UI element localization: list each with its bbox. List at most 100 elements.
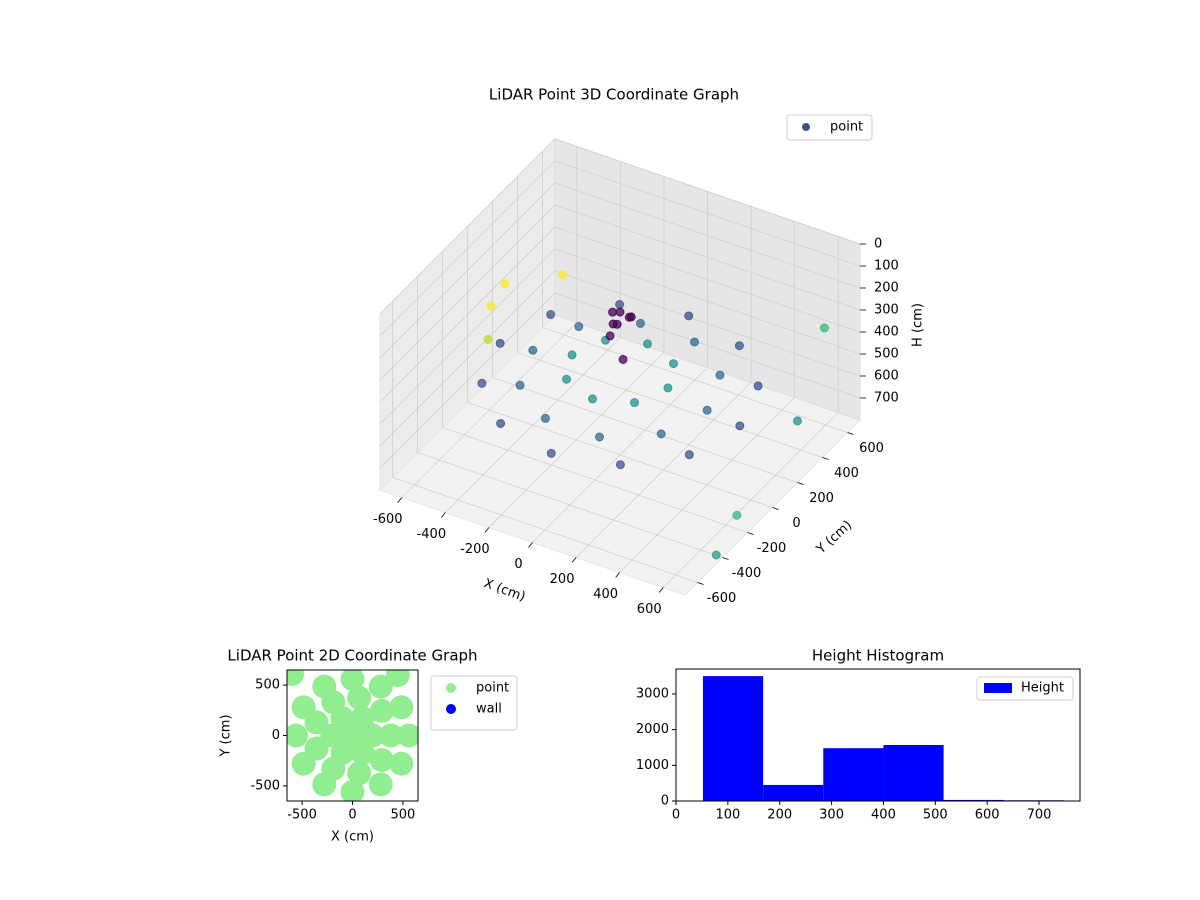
point	[567, 350, 577, 360]
x-tick-label: -500	[287, 808, 317, 823]
grid-line	[417, 452, 723, 558]
point	[515, 380, 525, 390]
point	[608, 319, 618, 329]
y-tick-label: 0	[661, 794, 669, 809]
tick-mark	[822, 457, 829, 460]
grid-line	[554, 204, 861, 311]
point	[656, 429, 666, 439]
point	[347, 761, 372, 786]
point	[477, 378, 487, 388]
point	[389, 695, 414, 720]
point	[330, 740, 355, 765]
x-tick-label: 100	[715, 808, 740, 823]
grid-line	[379, 292, 556, 469]
y-tick-label: 600	[859, 441, 884, 456]
grid-line	[379, 248, 556, 425]
x-tick-label: 0	[672, 808, 680, 823]
bar	[883, 744, 944, 801]
y-axis-label: Y (cm)	[219, 714, 234, 757]
h-tick-label: 700	[874, 391, 899, 406]
grid-line	[392, 477, 698, 583]
point	[347, 685, 372, 710]
grid-line	[379, 226, 556, 403]
tick-mark	[658, 587, 664, 593]
point	[588, 394, 597, 404]
point	[615, 307, 625, 317]
y-tick-label: 2000	[636, 722, 669, 737]
tick-mark	[722, 557, 729, 560]
tick-mark	[772, 507, 779, 510]
point	[702, 405, 712, 415]
bar	[943, 799, 1004, 801]
y-tick-label: 500	[255, 678, 280, 693]
grid-line	[554, 182, 861, 289]
point	[360, 723, 385, 748]
grid-line	[379, 270, 556, 447]
point	[732, 510, 742, 520]
x-tick-label: 200	[550, 572, 575, 587]
y-tick-label: 0	[792, 516, 800, 531]
point	[668, 359, 678, 369]
y-tick-label: -200	[757, 541, 787, 556]
h-tick-label: 400	[874, 325, 899, 340]
point	[643, 339, 652, 349]
y-tick-label: 3000	[636, 686, 669, 701]
x-tick-label: 300	[819, 808, 844, 823]
y-tick-label: 400	[834, 466, 859, 481]
tick-mark	[697, 582, 704, 585]
point	[734, 341, 744, 351]
h-tick-label: 600	[874, 369, 899, 384]
tick-mark	[847, 432, 854, 435]
x-tick-label: 200	[767, 808, 792, 823]
x-tick-label: 600	[975, 808, 1000, 823]
bar	[823, 748, 884, 801]
chart-title: Height Histogram	[812, 647, 944, 665]
point	[340, 723, 365, 748]
h-axis-label: H (cm)	[911, 303, 926, 347]
point	[340, 670, 365, 692]
point	[735, 421, 745, 431]
chart-title: LiDAR Point 3D Coordinate Graph	[489, 86, 739, 104]
h-tick-label: 100	[874, 259, 899, 274]
point	[819, 323, 829, 333]
legend-marker	[446, 704, 456, 714]
y-tick-label: -500	[250, 778, 280, 793]
chart-title: LiDAR Point 2D Coordinate Graph	[227, 647, 477, 665]
point	[287, 670, 305, 687]
h-tick-label: 200	[874, 281, 899, 296]
point	[350, 706, 375, 731]
point	[663, 383, 673, 393]
point	[304, 710, 329, 735]
plot-area	[287, 670, 418, 801]
point	[635, 318, 645, 328]
point	[369, 748, 394, 773]
x-axis-label: X (cm)	[331, 830, 374, 845]
legend-box	[786, 114, 873, 141]
y-tick-label: 1000	[636, 758, 669, 773]
axes-frame	[675, 668, 1081, 802]
x-tick-label: 600	[637, 602, 662, 617]
point	[558, 270, 568, 280]
point	[340, 779, 365, 801]
grid-line	[379, 138, 556, 315]
point	[711, 550, 721, 560]
point	[389, 751, 414, 776]
point	[528, 345, 538, 355]
point	[287, 723, 309, 748]
point	[793, 416, 802, 426]
point	[562, 374, 572, 384]
h-tick-label: 500	[874, 347, 899, 362]
legend-marker	[802, 123, 810, 131]
grid-line	[517, 352, 823, 458]
tick-mark	[797, 482, 804, 485]
y-tick-label: 200	[809, 491, 834, 506]
legend-marker	[446, 683, 456, 693]
y-tick-label: -400	[732, 566, 762, 581]
point	[368, 772, 393, 797]
point	[546, 448, 556, 458]
point	[605, 331, 615, 341]
point	[615, 299, 625, 309]
tick-mark	[397, 497, 403, 503]
